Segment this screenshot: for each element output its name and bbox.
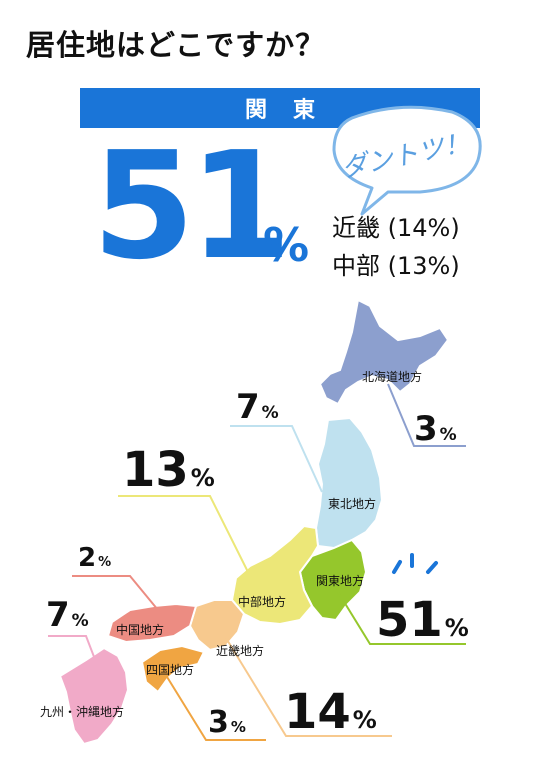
leader-hokkaido xyxy=(387,383,466,447)
top-region-unit: % xyxy=(263,218,310,272)
label-shikoku: 四国地方 xyxy=(146,662,194,677)
label-kanto: 関東地方 xyxy=(316,573,364,588)
callout-bubble: ダントツ！ xyxy=(332,105,482,216)
label-kinki: 近畿地方 xyxy=(216,643,264,658)
value-kanto: 51% xyxy=(376,592,469,648)
region-hokkaido xyxy=(318,298,450,406)
label-tohoku: 東北地方 xyxy=(328,496,376,511)
label-kyushu-okinawa: 九州・沖縄地方 xyxy=(40,704,124,719)
region-kyushu-okinawa xyxy=(58,646,130,746)
leader-kinki xyxy=(225,637,392,737)
top-region-label: 関東 xyxy=(244,98,341,123)
leader-kyushu xyxy=(48,635,97,663)
region-shikoku xyxy=(140,644,206,694)
leader-shikoku xyxy=(163,671,266,741)
label-chugoku: 中国地方 xyxy=(116,622,164,637)
leader-tohoku xyxy=(230,425,323,493)
leader-chugoku xyxy=(72,575,159,611)
region-tohoku xyxy=(314,416,384,550)
label-hokkaido: 北海道地方 xyxy=(362,369,422,384)
value-shikoku: 3% xyxy=(208,705,246,740)
leader-chubu xyxy=(118,495,251,577)
value-kinki: 14% xyxy=(284,684,377,740)
value-chubu: 13% xyxy=(122,442,215,498)
value-hokkaido: 3% xyxy=(414,409,457,449)
label-chubu: 中部地方 xyxy=(238,594,286,609)
runner-up-kinki: 近畿 (14%) xyxy=(332,214,460,242)
value-chugoku: 2% xyxy=(78,543,111,573)
runner-up-chubu: 中部 (13%) xyxy=(332,252,460,280)
burst-marks xyxy=(392,553,438,574)
top-region-value: 51 xyxy=(92,120,292,292)
value-kyushu: 7% xyxy=(46,595,89,635)
leader-kanto xyxy=(337,591,466,645)
region-kinki xyxy=(188,599,246,652)
region-chugoku xyxy=(106,602,198,644)
value-tohoku: 7% xyxy=(236,387,279,427)
page-title: 居住地はどこですか？ xyxy=(26,28,326,62)
